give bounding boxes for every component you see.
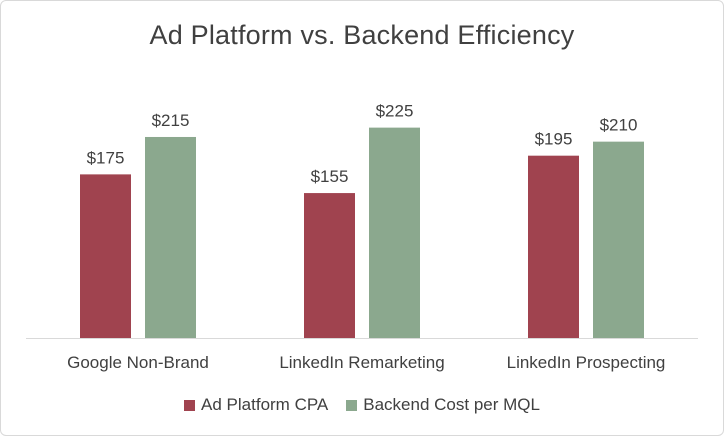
legend-item-ad-platform-cpa: Ad Platform CPA bbox=[184, 395, 328, 415]
category-label-google-non-brand: Google Non-Brand bbox=[67, 353, 209, 372]
category-label-linkedin-prospecting: LinkedIn Prospecting bbox=[507, 353, 666, 372]
legend-label-backend-cost-per-mql: Backend Cost per MQL bbox=[363, 395, 540, 414]
legend-swatch-backend-cost-per-mql bbox=[346, 399, 358, 411]
data-label-backend-cost-per-mql-linkedin-remarketing: $225 bbox=[376, 102, 414, 121]
data-label-ad-platform-cpa-linkedin-remarketing: $155 bbox=[311, 167, 349, 186]
data-label-ad-platform-cpa-google-non-brand: $175 bbox=[87, 148, 125, 167]
chart-title: Ad Platform vs. Backend Efficiency bbox=[149, 20, 575, 50]
legend-swatch-ad-platform-cpa bbox=[184, 399, 196, 411]
bar-ad-platform-cpa-linkedin-remarketing bbox=[304, 193, 355, 338]
data-label-ad-platform-cpa-linkedin-prospecting: $195 bbox=[535, 130, 573, 149]
bar-backend-cost-per-mql-linkedin-prospecting bbox=[593, 141, 644, 338]
data-label-backend-cost-per-mql-linkedin-prospecting: $210 bbox=[600, 116, 638, 135]
legend-item-backend-cost-per-mql: Backend Cost per MQL bbox=[346, 395, 540, 415]
bar-ad-platform-cpa-linkedin-prospecting bbox=[528, 155, 579, 338]
bar-ad-platform-cpa-google-non-brand bbox=[80, 174, 131, 338]
category-label-linkedin-remarketing: LinkedIn Remarketing bbox=[279, 353, 444, 372]
bar-backend-cost-per-mql-google-non-brand bbox=[145, 136, 196, 338]
bar-backend-cost-per-mql-linkedin-remarketing bbox=[369, 127, 420, 338]
data-label-backend-cost-per-mql-google-non-brand: $215 bbox=[152, 111, 190, 130]
chart-legend: Ad Platform CPA Backend Cost per MQL bbox=[0, 395, 724, 415]
legend-label-ad-platform-cpa: Ad Platform CPA bbox=[201, 395, 329, 414]
